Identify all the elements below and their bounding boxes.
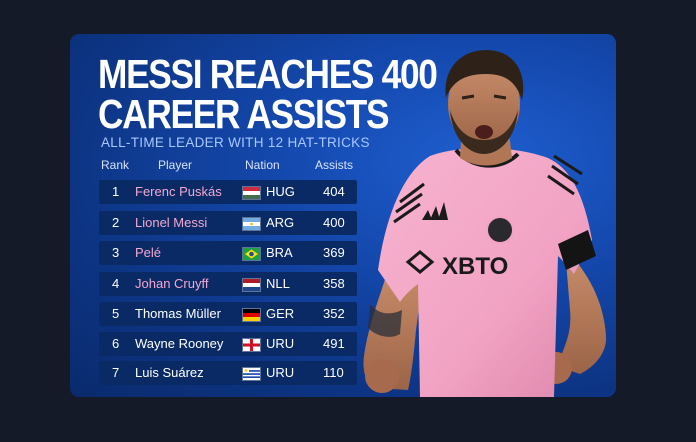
hungary-flag-icon [242, 186, 261, 200]
player-name-cell: Johan Cruyff [135, 276, 209, 291]
assists-cell: 491 [323, 336, 345, 351]
rank-cell: 2 [112, 215, 120, 230]
right-arm [556, 249, 607, 374]
assists-cell: 352 [323, 306, 345, 321]
header-nation: Nation [245, 158, 280, 172]
table-row: 1 Ferenc Puskás HUG 404 [99, 180, 357, 204]
brazil-flag-icon [242, 247, 261, 261]
netherlands-flag-icon [242, 278, 261, 292]
rank-cell: 5 [112, 306, 120, 321]
sponsor-text: XBTO [442, 253, 508, 280]
nation-cell: NLL [266, 276, 290, 291]
nation-cell: BRA [266, 245, 293, 260]
table-row: 5 Thomas Müller GER 352 [99, 302, 357, 326]
club-crest-icon [486, 216, 514, 244]
assists-cell: 110 [323, 365, 344, 380]
argentina-flag-icon [242, 217, 261, 231]
germany-flag-icon [242, 308, 261, 322]
arm-tattoo [368, 304, 402, 337]
nation-cell: URU [266, 336, 295, 351]
nation-cell: ARG [266, 215, 295, 230]
rank-cell: 6 [112, 336, 120, 351]
rank-cell: 7 [112, 365, 120, 380]
header-player: Player [158, 158, 193, 172]
player-name-cell: Thomas Müller [135, 306, 221, 321]
nation-cell: GER [266, 306, 295, 321]
captain-armband [558, 230, 596, 270]
headline: MESSI REACHES 400 CAREER ASSISTS [98, 51, 438, 137]
assists-cell: 369 [323, 245, 345, 260]
assists-cell: 358 [323, 276, 345, 291]
uruguay-flag-icon [242, 367, 261, 381]
sponsor-logo-icon [405, 250, 435, 274]
player-name-cell: Lionel Messi [135, 215, 208, 230]
assists-cell: 404 [323, 184, 345, 199]
nation-cell: URU [266, 365, 295, 380]
left-fist [365, 359, 399, 393]
player-name-cell: Pelé [135, 245, 162, 260]
header-assists: Assists [315, 158, 354, 172]
player-head [445, 50, 524, 154]
table-row: 7 Luis Suárez URU 110 [99, 361, 357, 385]
pink-jersey [378, 148, 592, 397]
table-row: 2 Lionel Messi ARG 400 [99, 211, 357, 235]
rank-cell: 4 [112, 276, 120, 291]
headline-line-2: CAREER ASSISTS [98, 91, 389, 137]
nation-cell: HUG [266, 184, 295, 199]
table-row: 4 Johan Cruyff NLL 358 [99, 272, 357, 296]
player-name-cell: Ferenc Puskás [135, 184, 222, 199]
rank-cell: 1 [112, 184, 120, 199]
table-row: 6 Wayne Rooney URU 491 [99, 332, 357, 356]
player-name-cell: Wayne Rooney [135, 336, 224, 351]
infographic-card: MESSI REACHES 400 CAREER ASSISTS ALL-TIM… [70, 34, 616, 397]
table-row: 3 Pelé BRA 369 [99, 241, 357, 265]
header-rank: Rank [101, 158, 130, 172]
england-flag-icon [242, 338, 261, 352]
subtitle: ALL-TIME LEADER WITH 12 HAT-TRICKS [101, 135, 370, 150]
brand-logo-icon [422, 202, 448, 220]
player-photo: XBTO [363, 50, 607, 397]
headline-line-1: MESSI REACHES 400 [98, 51, 438, 97]
rank-cell: 3 [112, 245, 120, 260]
player-name-cell: Luis Suárez [135, 365, 204, 380]
assists-cell: 400 [323, 215, 345, 230]
